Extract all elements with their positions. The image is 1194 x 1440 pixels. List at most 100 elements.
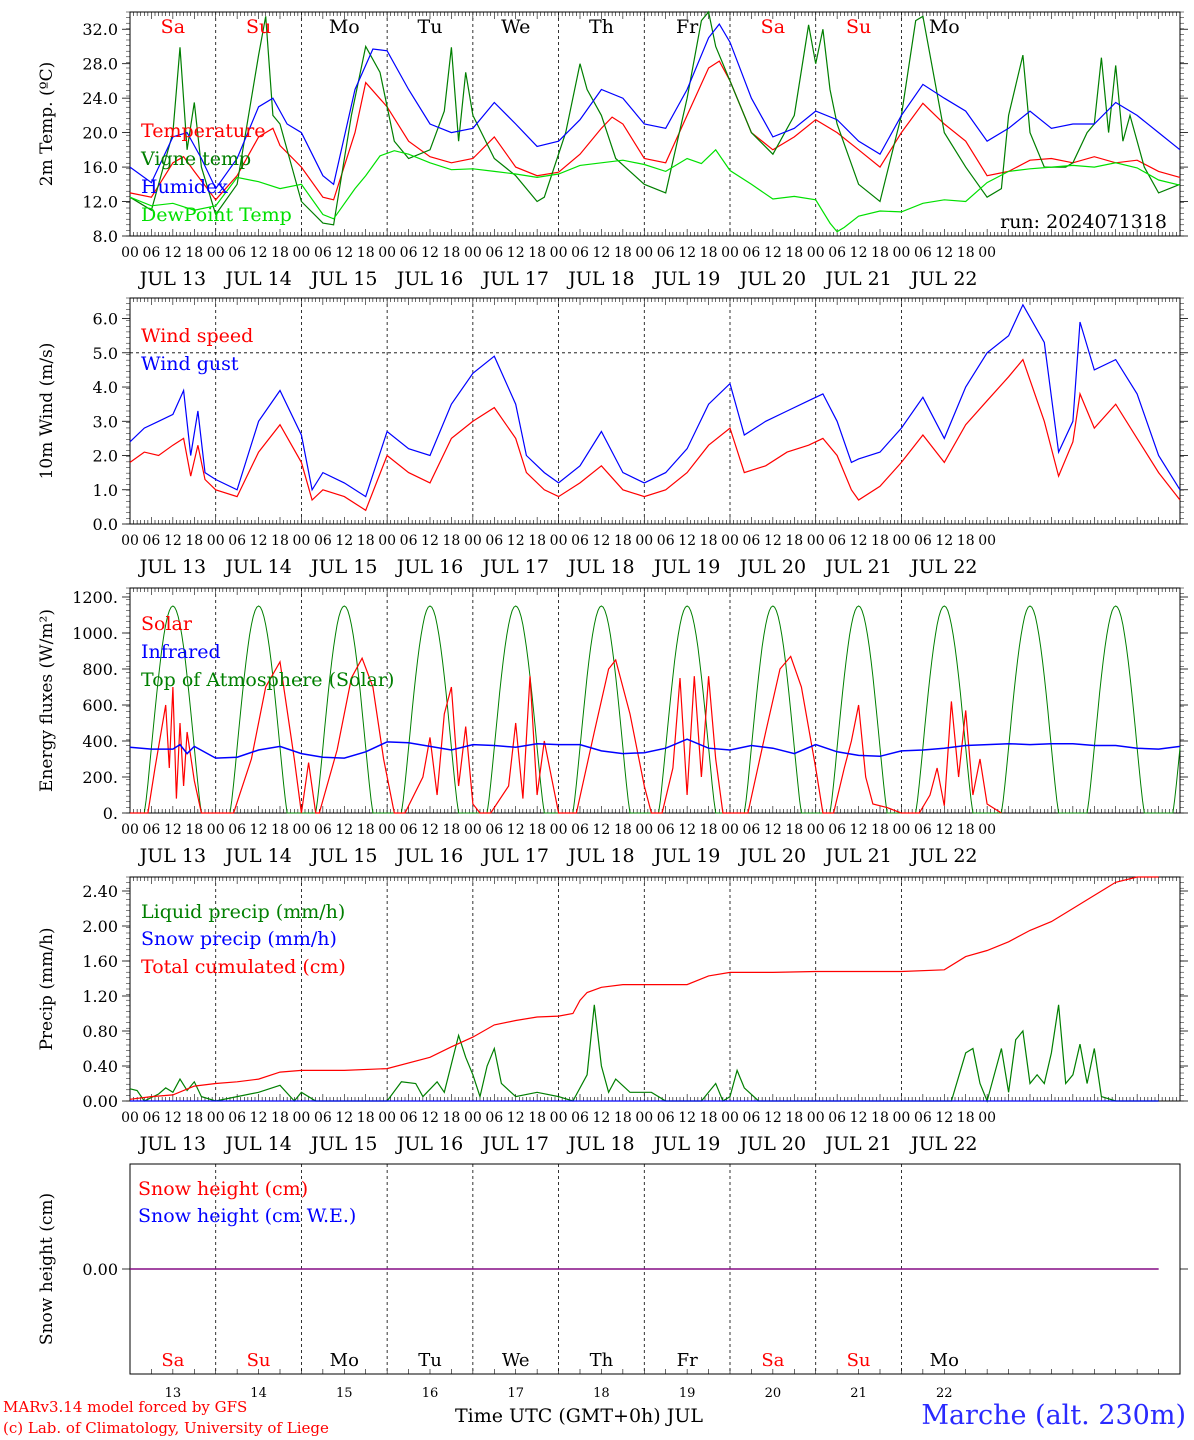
wind-hour-label: 12 xyxy=(593,533,611,549)
temperature-hour-label: 00 xyxy=(293,245,311,261)
wind-frame xyxy=(129,297,1181,525)
energy-hour-label: 12 xyxy=(593,822,611,838)
temperature-legend-entry: DewPoint Temp xyxy=(141,204,292,226)
day-number-label: 16 xyxy=(422,1386,439,1401)
temperature-date-label: JUL 20 xyxy=(738,268,806,290)
wind-date-label: JUL 16 xyxy=(395,556,463,578)
weekday-label-top: We xyxy=(501,16,530,38)
wind-legend-entry: Wind gust xyxy=(141,353,239,375)
precip-legend-entry: Total cumulated (cm) xyxy=(141,956,346,978)
energy-hour-label: 12 xyxy=(164,822,182,838)
temperature-hour-label: 12 xyxy=(764,245,782,261)
energy-hour-label: 06 xyxy=(400,822,418,838)
wind-ylabel: 10m Wind (m/s) xyxy=(37,343,57,480)
wind-hour-label: 06 xyxy=(571,533,589,549)
energy-ytick-label: 400. xyxy=(82,732,118,751)
precip-hour-label: 00 xyxy=(464,1110,482,1126)
energy-hour-label: 06 xyxy=(228,822,246,838)
weekday-label-bottom: Sa xyxy=(161,1350,184,1371)
x-axis-title: Time UTC (GMT+0h) JUL xyxy=(455,1405,703,1427)
energy-hour-label: 00 xyxy=(635,822,653,838)
snow-ylabel: Snow height (cm) xyxy=(37,1193,57,1345)
wind-ytick-label: 2.0 xyxy=(93,447,118,466)
energy-hour-label: 00 xyxy=(721,822,739,838)
energy-hour-label: 06 xyxy=(485,822,503,838)
weekday-label-bottom: Fr xyxy=(677,1350,698,1371)
energy-hour-label: 18 xyxy=(614,822,632,838)
wind-date-label: JUL 14 xyxy=(223,556,291,578)
temperature-hour-label: 06 xyxy=(571,245,589,261)
temperature-ytick-label: 8.0 xyxy=(93,227,118,246)
temperature-hour-label: 18 xyxy=(357,245,375,261)
precip-hour-label: 12 xyxy=(935,1110,953,1126)
energy-hour-label: 18 xyxy=(271,822,289,838)
energy-date-label: JUL 17 xyxy=(480,845,548,867)
energy-hour-label: 12 xyxy=(335,822,353,838)
energy-hour-label: 06 xyxy=(314,822,332,838)
precip-hour-label: 12 xyxy=(507,1110,525,1126)
precip-hour-label: 12 xyxy=(593,1110,611,1126)
precip-date-label: JUL 16 xyxy=(395,1133,463,1155)
temperature-hour-label: 12 xyxy=(935,245,953,261)
wind-hour-label: 00 xyxy=(807,533,825,549)
wind-hour-label: 06 xyxy=(143,533,161,549)
station-label: Marche (alt. 230m) xyxy=(921,1400,1186,1431)
temperature-ytick-label: 24.0 xyxy=(82,89,118,108)
temperature-ytick-label: 28.0 xyxy=(82,55,118,74)
precip-hour-label: 18 xyxy=(357,1110,375,1126)
energy-hour-label: 00 xyxy=(293,822,311,838)
precip-hour-label: 18 xyxy=(700,1110,718,1126)
wind-hour-label: 06 xyxy=(743,533,761,549)
weekday-label-bottom: Tu xyxy=(418,1350,442,1371)
temperature-legend-entry: Temperature xyxy=(141,120,265,142)
temperature-hour-label: 06 xyxy=(228,245,246,261)
temperature-hour-label: 12 xyxy=(421,245,439,261)
temperature-hour-label: 18 xyxy=(443,245,461,261)
day-number-label: 22 xyxy=(936,1386,953,1401)
energy-legend-entry: Top of Atmosphere (Solar) xyxy=(141,669,394,691)
energy-hour-label: 18 xyxy=(185,822,203,838)
temperature-hour-label: 18 xyxy=(271,245,289,261)
temperature-hour-label: 00 xyxy=(464,245,482,261)
precip-date-label: JUL 14 xyxy=(223,1133,291,1155)
wind-hour-label: 18 xyxy=(700,533,718,549)
temperature-date-label: JUL 16 xyxy=(395,268,463,290)
day-number-label: 18 xyxy=(593,1386,610,1401)
temperature-hour-label: 18 xyxy=(957,245,975,261)
energy-hour-label: 06 xyxy=(657,822,675,838)
wind-hour-label: 00 xyxy=(721,533,739,549)
temperature-hour-label: 12 xyxy=(507,245,525,261)
credit-model: MARv3.14 model forced by GFS xyxy=(3,1398,248,1416)
weekday-label-top: Sa xyxy=(161,16,185,38)
precip-hour-label: 06 xyxy=(400,1110,418,1126)
precip-legend-entry: Snow precip (mm/h) xyxy=(141,928,337,950)
precip-hour-label: 12 xyxy=(678,1110,696,1126)
temperature-ytick-label: 32.0 xyxy=(82,20,118,39)
day-number-label: 17 xyxy=(507,1386,524,1401)
temperature-hour-label: 06 xyxy=(828,245,846,261)
energy-hour-label: 06 xyxy=(828,822,846,838)
precip-hour-label: 18 xyxy=(614,1110,632,1126)
wind-hour-label: 18 xyxy=(528,533,546,549)
precip-ytick-label: 2.40 xyxy=(82,882,118,901)
temperature-hour-label: 18 xyxy=(785,245,803,261)
energy-date-label: JUL 20 xyxy=(738,845,806,867)
energy-hour-label: 06 xyxy=(571,822,589,838)
weekday-label-top: Su xyxy=(246,16,271,38)
wind-hour-label: 18 xyxy=(614,533,632,549)
temperature-hour-label: 06 xyxy=(400,245,418,261)
precip-hour-label: 00 xyxy=(893,1110,911,1126)
wind-series-line xyxy=(129,358,1181,512)
temperature-hour-label: 18 xyxy=(871,245,889,261)
energy-date-label: JUL 13 xyxy=(138,845,206,867)
precip-hour-label: 06 xyxy=(657,1110,675,1126)
weekday-label-bottom: Sa xyxy=(761,1350,784,1371)
energy-date-label: JUL 14 xyxy=(223,845,291,867)
energy-hour-label: 18 xyxy=(443,822,461,838)
precip-date-label: JUL 15 xyxy=(309,1133,377,1155)
credit-lab: (c) Lab. of Climatology, University of L… xyxy=(3,1419,329,1437)
precip-hour-label: 06 xyxy=(228,1110,246,1126)
temperature-date-label: JUL 14 xyxy=(223,268,291,290)
temperature-hour-label: 00 xyxy=(721,245,739,261)
energy-hour-label: 12 xyxy=(421,822,439,838)
